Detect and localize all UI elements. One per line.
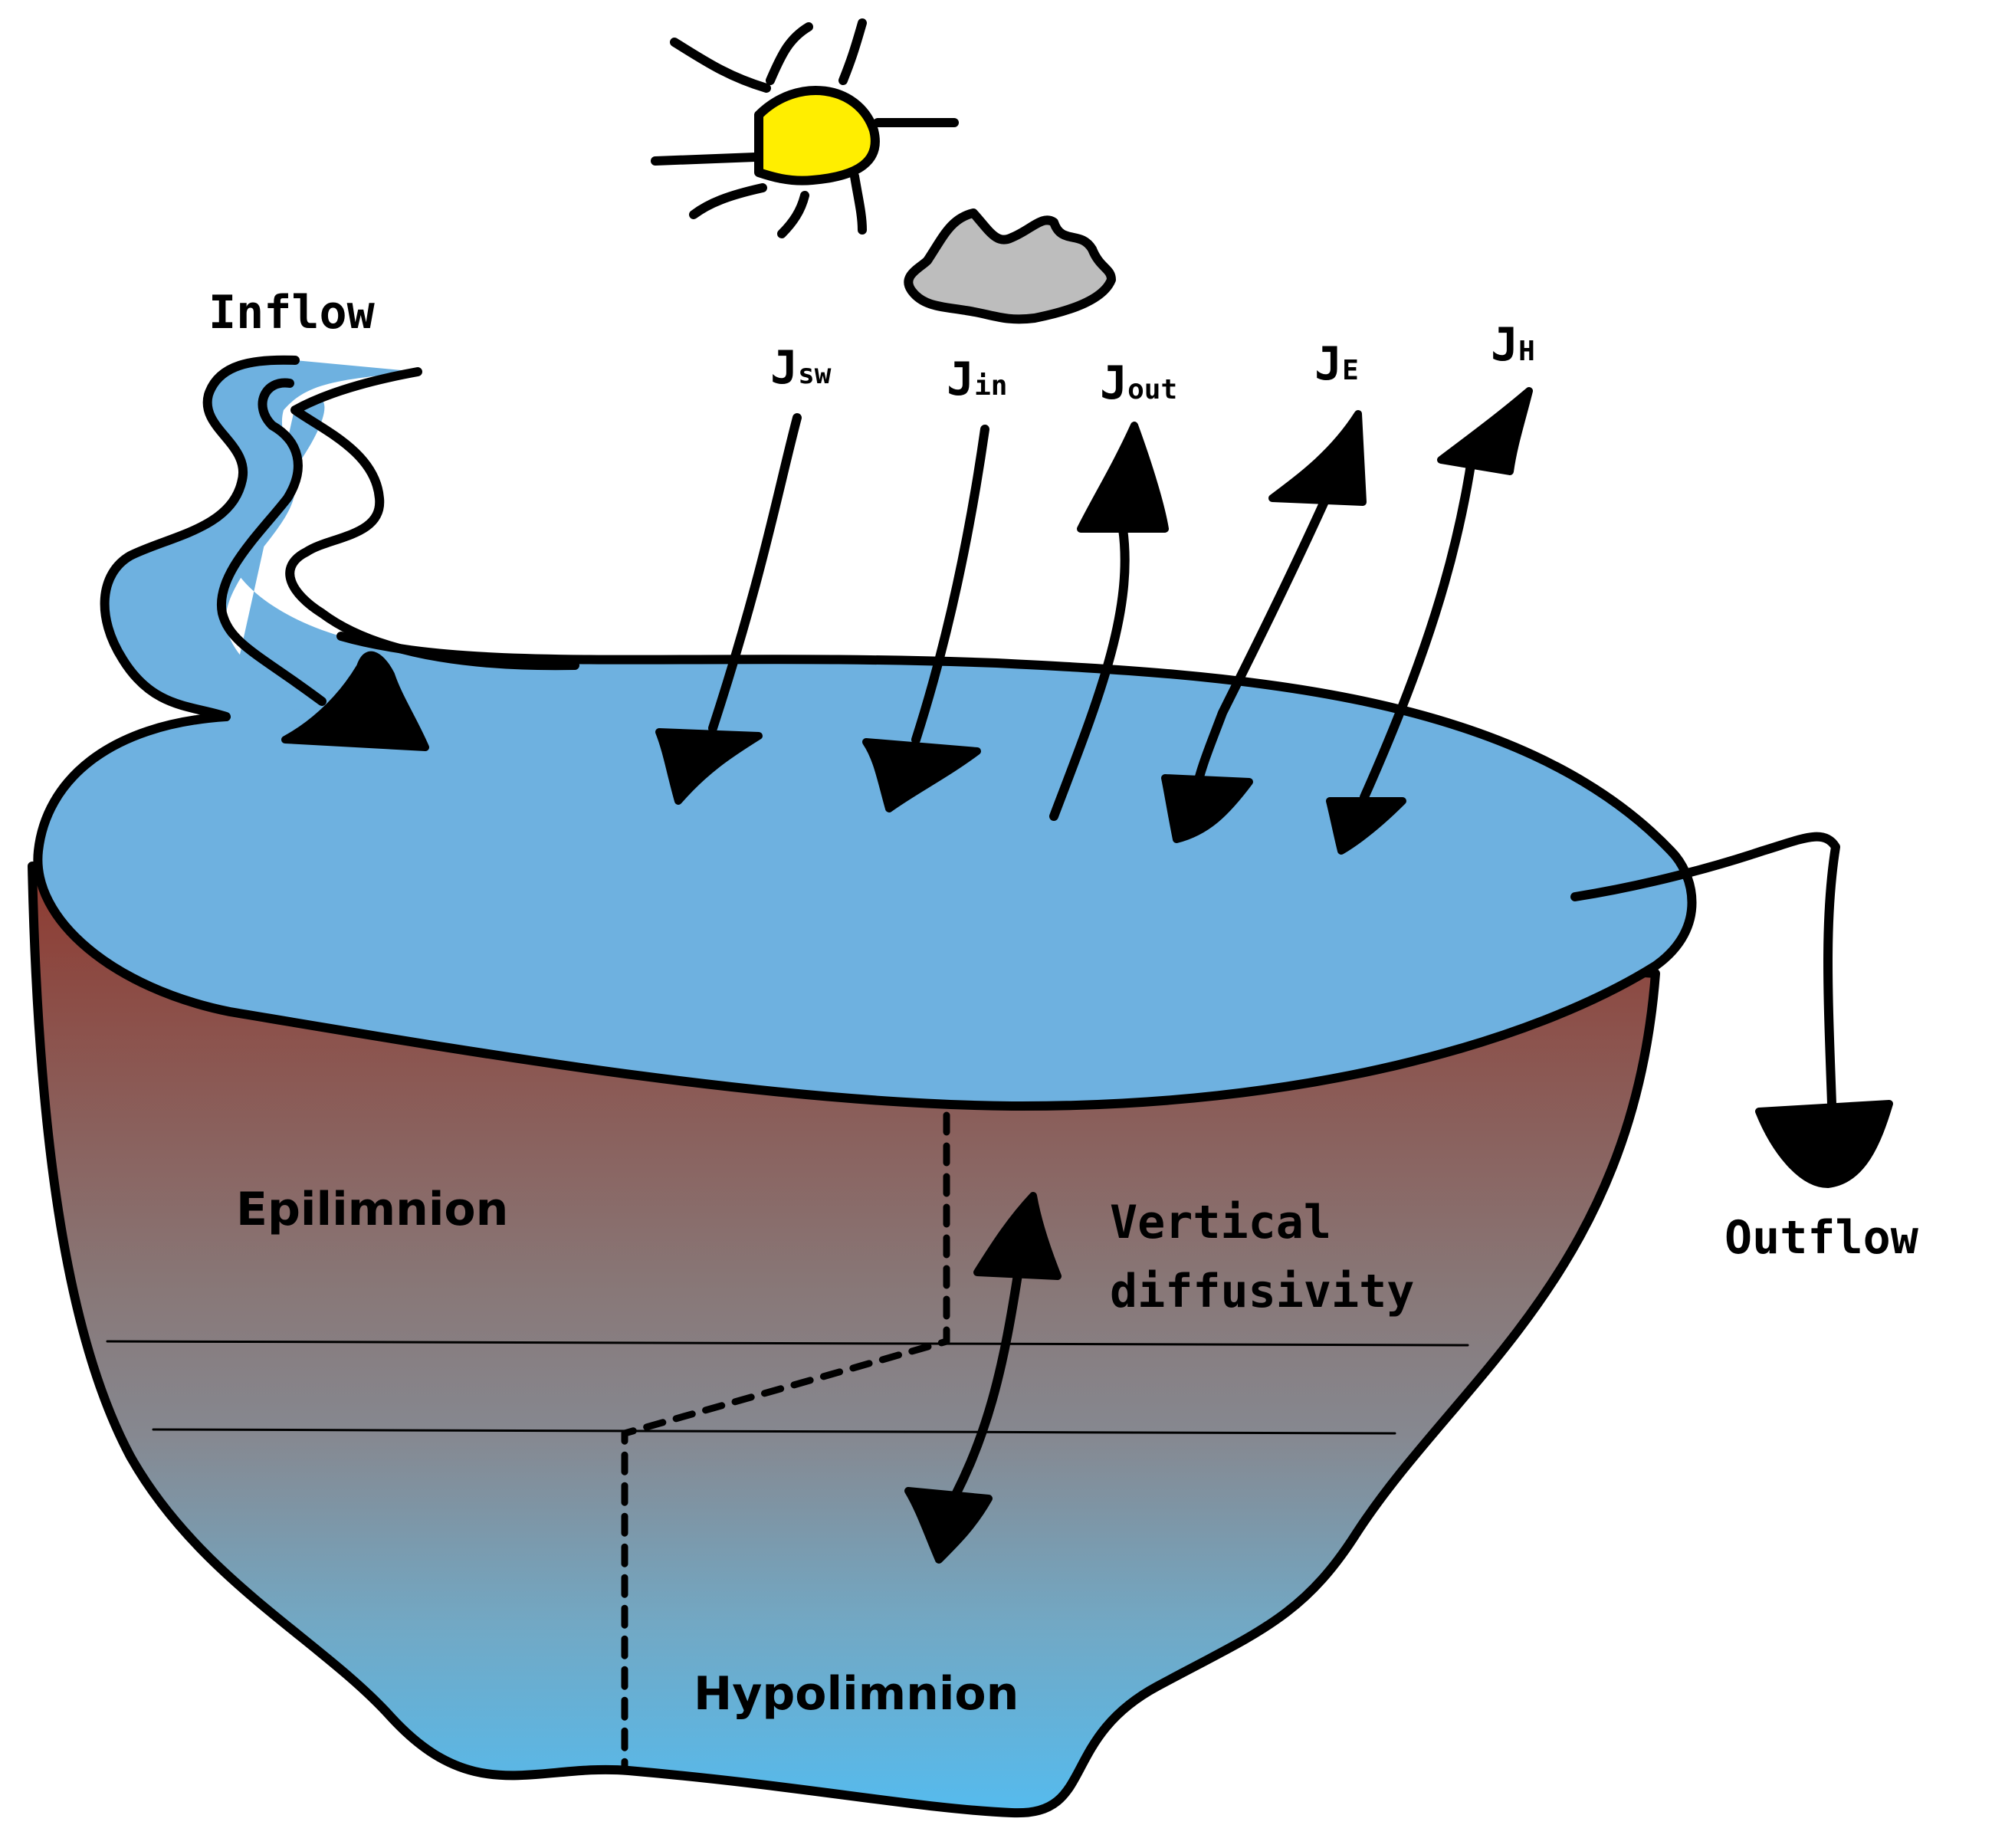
- flux-arrow-jsw: [708, 413, 802, 733]
- outflow-channel: [1570, 832, 1840, 1108]
- inflow-arrowhead: [281, 651, 429, 751]
- flux-label-jout: Jout: [1100, 356, 1177, 410]
- water-surface-outline: [33, 632, 1697, 1111]
- flux-label-jh: JH: [1491, 318, 1535, 372]
- water-surface: [38, 398, 1692, 1107]
- hypolimnion-label: Hypolimnion: [694, 1667, 1019, 1721]
- inflow-river-bank-middle: [216, 378, 327, 706]
- diffusivity-arrowhead-down: [904, 1487, 993, 1564]
- flux-label-je: JE: [1314, 337, 1359, 391]
- diffusivity-arrowhead-up: [973, 1192, 1062, 1280]
- epilimnion-label: Epilimnion: [236, 1183, 508, 1236]
- thermocline-upper-line: [106, 1340, 1469, 1347]
- flux-arrowhead-je-down: [1161, 774, 1253, 843]
- inflow-river-bank-outer: [100, 355, 300, 721]
- flux-arrow-jin: [911, 425, 989, 744]
- thermocline-lower-line: [152, 1428, 1396, 1435]
- sun-icon: [651, 18, 959, 238]
- flux-arrowhead-jh-down: [1326, 797, 1406, 855]
- flux-arrowhead-jout: [1077, 422, 1169, 533]
- flux-arrowhead-je-up: [1268, 410, 1367, 506]
- lake-basin: [28, 862, 1660, 1818]
- outflow-label: Outflow: [1724, 1211, 1919, 1265]
- flux-arrow-jh: [1360, 455, 1476, 802]
- flux-label-jin: Jin: [947, 353, 1007, 406]
- inflow-river: [103, 360, 418, 717]
- flux-arrowhead-jin: [862, 738, 981, 812]
- outflow-arrowhead: [1755, 1100, 1893, 1188]
- cloud-icon: [904, 208, 1116, 324]
- vertical-diffusivity-label-line2: diffusivity: [1110, 1265, 1414, 1318]
- inflow-label: Inflow: [208, 286, 376, 340]
- flux-arrowhead-jsw: [655, 728, 763, 805]
- flux-arrowhead-jh-up: [1437, 387, 1533, 475]
- flux-arrow-je: [1191, 494, 1331, 798]
- flux-arrow-jout: [1049, 524, 1130, 821]
- flux-label-jsw: Jsw: [770, 341, 832, 395]
- vertical-diffusivity-label-line1: Vertical: [1110, 1196, 1331, 1249]
- inflow-river-bank-inner: [285, 367, 579, 671]
